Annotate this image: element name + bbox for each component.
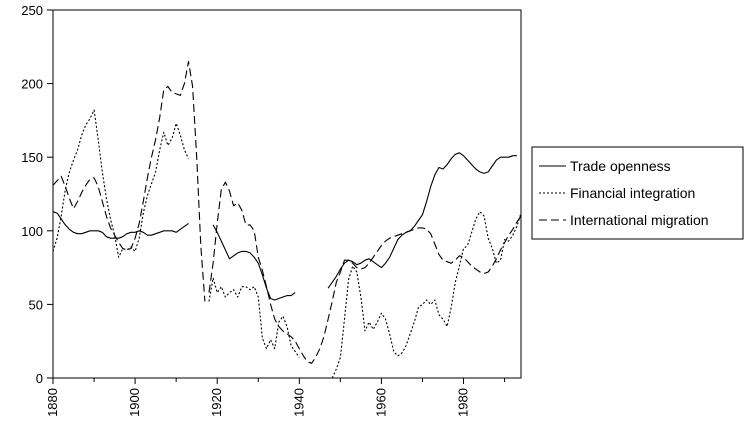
legend-label-trade-openness: Trade openness	[570, 158, 671, 174]
series-line-international-migration	[208, 181, 522, 364]
x-tick-label: 1900	[127, 388, 142, 417]
plot-area-frame	[52, 9, 522, 379]
x-tick-label: 1980	[456, 388, 471, 417]
x-tick-label: 1940	[291, 388, 306, 417]
y-tick-label: 50	[29, 297, 43, 312]
series-line-trade-openness	[52, 211, 189, 239]
y-tick-label: 0	[36, 371, 43, 386]
series-line-international-migration	[52, 60, 206, 302]
x-tick-label: 1960	[373, 388, 388, 417]
series-line-trade-openness	[327, 152, 517, 289]
y-tick-label: 150	[21, 150, 43, 165]
y-tick-label: 100	[21, 224, 43, 239]
y-tick-label: 250	[21, 3, 43, 18]
series-line-financial-integration	[331, 211, 522, 379]
x-tick-label: 1920	[209, 388, 224, 417]
x-tick-label: 1880	[45, 388, 60, 417]
legend: Trade openness Financial integration Inter…	[531, 146, 744, 240]
series-line-financial-integration	[208, 277, 300, 358]
legend-label-international-migration: International migration	[570, 212, 709, 228]
series-trade-openness	[52, 152, 517, 301]
series-line-trade-openness	[212, 224, 296, 301]
axes: 0 50 100 150 200 250 1880 1900 1920 1940 1960 1980	[21, 3, 506, 417]
y-tick-label: 200	[21, 77, 43, 92]
series-line-financial-integration	[52, 109, 189, 258]
series-international-migration	[52, 60, 522, 364]
series-layer	[52, 60, 522, 379]
legend-box	[531, 146, 744, 240]
legend-label-financial-integration: Financial integration	[570, 185, 695, 201]
series-financial-integration	[52, 109, 522, 379]
